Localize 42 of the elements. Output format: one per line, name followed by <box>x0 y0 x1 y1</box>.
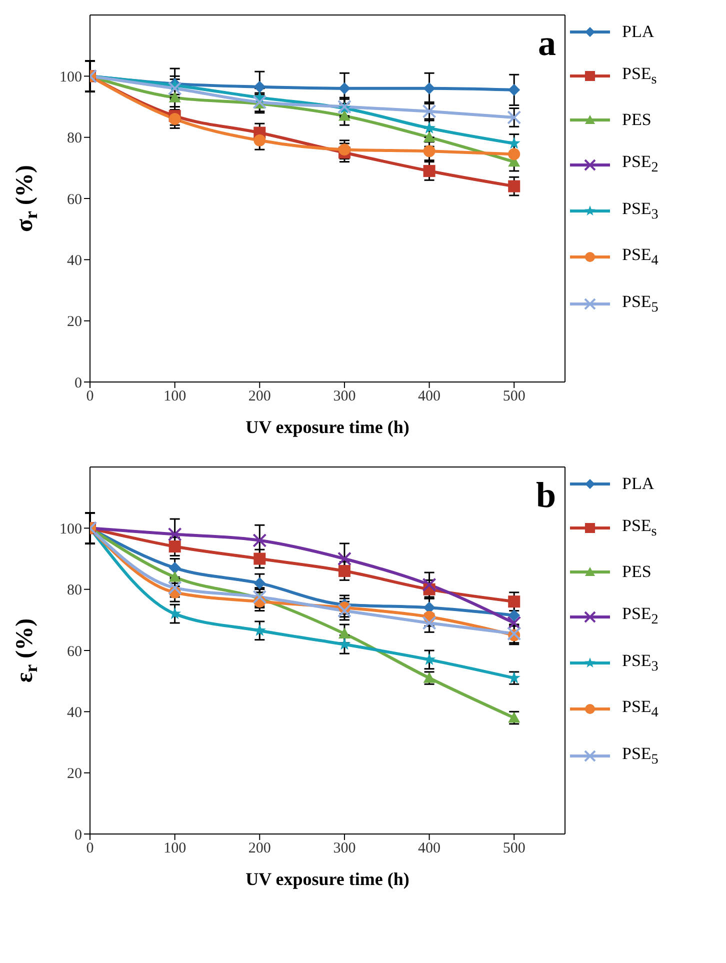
annotation: a <box>538 22 556 64</box>
legend-label: PSE$_{5}$ <box>622 744 658 768</box>
legend-label: PSE$_{s}$ <box>622 64 657 88</box>
legend-label: PLA <box>622 474 654 494</box>
x-tick-label: 200 <box>248 388 271 405</box>
x-tick-label: 500 <box>502 840 526 857</box>
y-tick-label: 60 <box>67 644 82 660</box>
y-tick-label: 0 <box>74 827 82 844</box>
x-tick-label: 0 <box>86 388 94 405</box>
x-axis-title: UV exposure time (h) <box>246 869 410 889</box>
legend-label: PSE$_{2}$ <box>622 604 658 629</box>
x-tick-label: 100 <box>164 388 186 405</box>
y-tick-label: 100 <box>60 69 82 86</box>
legend-label: PSE$_{5}$ <box>622 292 658 316</box>
legend-label: PSE$_{3}$ <box>622 198 658 224</box>
x-tick-label: 0 <box>86 840 94 857</box>
y-tick-label: 20 <box>67 314 82 330</box>
legend-label: PES <box>622 562 652 582</box>
y-tick-label: 0 <box>74 375 82 392</box>
legend-label: PSE$_{2}$ <box>622 152 658 177</box>
legend-label: PES <box>622 110 652 130</box>
y-tick-label: 40 <box>67 252 82 269</box>
y-tick-label: 100 <box>60 521 82 538</box>
legend-label: PSE$_{3}$ <box>622 650 658 676</box>
legend-label: PSE$_{4}$ <box>622 245 658 270</box>
x-tick-label: 500 <box>502 388 526 405</box>
y-tick-label: 60 <box>67 192 82 208</box>
y-tick-label: 40 <box>67 704 82 721</box>
legend-label: PSE$_{4}$ <box>622 697 658 722</box>
x-tick-label: 200 <box>248 840 271 857</box>
annotation: b <box>536 474 556 516</box>
x-tick-label: 400 <box>418 840 441 857</box>
y-tick-label: 80 <box>67 582 82 599</box>
legend-label: PLA <box>622 22 654 42</box>
x-tick-label: 100 <box>164 840 186 857</box>
x-axis-title: UV exposure time (h) <box>246 417 410 437</box>
x-tick-label: 300 <box>333 388 356 405</box>
y-tick-label: 20 <box>67 766 82 782</box>
x-tick-label: 400 <box>418 388 441 405</box>
x-tick-label: 300 <box>333 840 356 857</box>
legend-label: PSE$_{s}$ <box>622 516 657 540</box>
y-tick-label: 80 <box>67 130 82 147</box>
